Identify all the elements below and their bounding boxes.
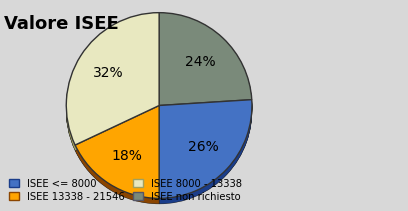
Wedge shape bbox=[66, 13, 159, 146]
Wedge shape bbox=[75, 109, 159, 202]
Wedge shape bbox=[159, 18, 252, 111]
Wedge shape bbox=[66, 13, 159, 145]
Wedge shape bbox=[159, 105, 252, 203]
Wedge shape bbox=[159, 15, 252, 108]
Wedge shape bbox=[66, 18, 159, 150]
Wedge shape bbox=[66, 17, 159, 149]
Wedge shape bbox=[66, 16, 159, 149]
Wedge shape bbox=[159, 104, 252, 203]
Wedge shape bbox=[159, 16, 252, 109]
Wedge shape bbox=[75, 108, 159, 201]
Wedge shape bbox=[159, 104, 252, 203]
Wedge shape bbox=[159, 100, 252, 198]
Wedge shape bbox=[159, 105, 252, 204]
Wedge shape bbox=[159, 16, 252, 109]
Wedge shape bbox=[66, 18, 159, 151]
Text: 24%: 24% bbox=[185, 54, 216, 69]
Wedge shape bbox=[66, 14, 159, 146]
Wedge shape bbox=[66, 14, 159, 146]
Wedge shape bbox=[75, 110, 159, 203]
Wedge shape bbox=[159, 13, 252, 106]
Wedge shape bbox=[159, 14, 252, 107]
Text: Valore ISEE: Valore ISEE bbox=[4, 15, 119, 33]
Wedge shape bbox=[159, 101, 252, 200]
Wedge shape bbox=[75, 106, 159, 198]
Wedge shape bbox=[66, 15, 159, 147]
Wedge shape bbox=[75, 111, 159, 203]
Wedge shape bbox=[75, 106, 159, 199]
Wedge shape bbox=[159, 17, 252, 110]
Wedge shape bbox=[159, 102, 252, 201]
Wedge shape bbox=[159, 103, 252, 202]
Wedge shape bbox=[159, 15, 252, 107]
Wedge shape bbox=[75, 110, 159, 203]
Wedge shape bbox=[159, 13, 252, 106]
Wedge shape bbox=[75, 111, 159, 204]
Wedge shape bbox=[159, 17, 252, 110]
Wedge shape bbox=[75, 109, 159, 202]
Wedge shape bbox=[75, 107, 159, 200]
Wedge shape bbox=[159, 14, 252, 106]
Text: 18%: 18% bbox=[111, 149, 142, 164]
Wedge shape bbox=[159, 18, 252, 111]
Wedge shape bbox=[66, 15, 159, 148]
Wedge shape bbox=[66, 17, 159, 150]
Wedge shape bbox=[75, 108, 159, 201]
Text: 26%: 26% bbox=[188, 140, 219, 154]
Wedge shape bbox=[66, 15, 159, 147]
Wedge shape bbox=[159, 103, 252, 202]
Wedge shape bbox=[159, 103, 252, 201]
Wedge shape bbox=[159, 15, 252, 108]
Wedge shape bbox=[159, 101, 252, 199]
Wedge shape bbox=[66, 16, 159, 148]
Wedge shape bbox=[75, 106, 159, 199]
Text: 32%: 32% bbox=[93, 66, 124, 80]
Wedge shape bbox=[159, 101, 252, 200]
Wedge shape bbox=[159, 100, 252, 199]
Wedge shape bbox=[75, 107, 159, 200]
Legend: ISEE <= 8000, ISEE 13338 - 21546, ISEE 8000 - 13338, ISEE non richiesto: ISEE <= 8000, ISEE 13338 - 21546, ISEE 8… bbox=[9, 179, 242, 202]
